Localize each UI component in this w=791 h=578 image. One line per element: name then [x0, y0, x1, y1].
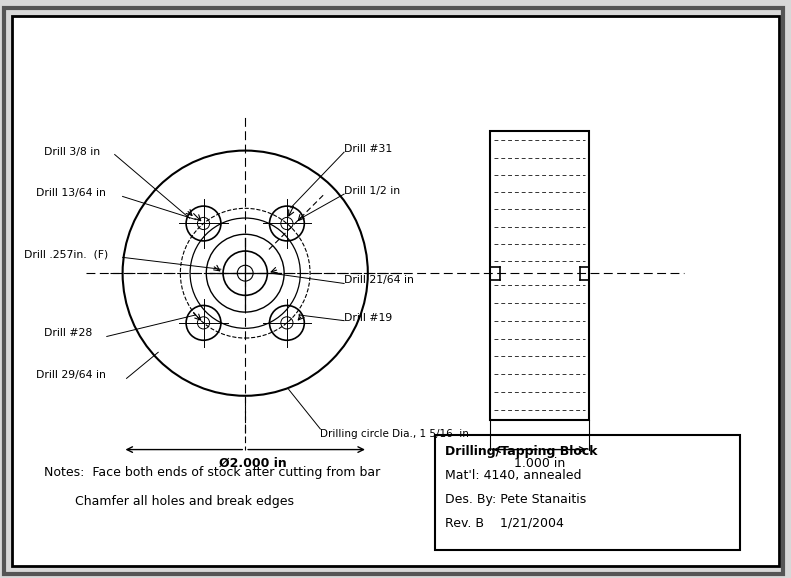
Text: Drill #19: Drill #19	[344, 313, 392, 323]
Text: Drill 3/8 in: Drill 3/8 in	[44, 147, 100, 157]
Text: Drill #31: Drill #31	[344, 144, 392, 154]
Text: Drilling/Tapping Block: Drilling/Tapping Block	[445, 445, 597, 458]
Text: Drill .257in.  (F): Drill .257in. (F)	[24, 249, 108, 260]
Text: Des. By: Pete Stanaitis: Des. By: Pete Stanaitis	[445, 492, 586, 506]
Text: Rev. B    1/21/2004: Rev. B 1/21/2004	[445, 516, 563, 529]
Text: Drill 1/2 in: Drill 1/2 in	[344, 186, 400, 196]
Text: Mat'l: 4140, annealed: Mat'l: 4140, annealed	[445, 469, 581, 482]
Text: Drill #28: Drill #28	[44, 328, 92, 339]
Text: Drill 29/64 in: Drill 29/64 in	[36, 370, 105, 380]
Text: Drilling circle Dia., 1 5/16  in: Drilling circle Dia., 1 5/16 in	[320, 429, 469, 439]
Text: Chamfer all holes and break edges: Chamfer all holes and break edges	[75, 495, 294, 508]
Text: Drill 21/64 in: Drill 21/64 in	[344, 276, 414, 286]
FancyBboxPatch shape	[12, 16, 779, 566]
Text: 1.000 in: 1.000 in	[514, 457, 566, 470]
Bar	[435, 435, 740, 550]
Text: Drill 13/64 in: Drill 13/64 in	[36, 188, 105, 198]
Text: Notes:  Face both ends of stock after cutting from bar: Notes: Face both ends of stock after cut…	[44, 466, 380, 480]
Text: Ø2.000 in: Ø2.000 in	[219, 457, 287, 470]
Bar	[490, 131, 589, 420]
